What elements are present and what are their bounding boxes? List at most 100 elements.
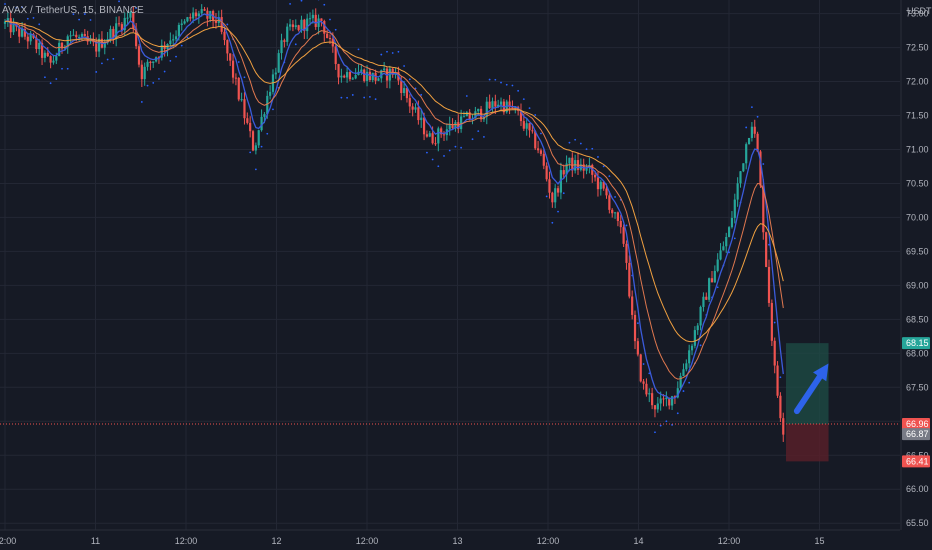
- psar-dot: [357, 48, 360, 51]
- time-tick-label: 11: [91, 536, 100, 546]
- psar-dot: [254, 168, 257, 171]
- price-tick-label: 69.00: [906, 280, 929, 290]
- candle-body: [727, 227, 731, 237]
- candle-body: [320, 18, 323, 21]
- psar-dot: [323, 3, 326, 6]
- candle-body: [126, 17, 129, 19]
- psar-dot: [431, 158, 434, 161]
- candle-body: [129, 12, 132, 18]
- candle-body: [408, 98, 411, 107]
- candle-body: [534, 131, 537, 149]
- psar-dot: [642, 363, 645, 365]
- candle-body: [132, 12, 135, 29]
- price-badge-label: 66.41: [906, 456, 929, 466]
- candle-body: [454, 122, 457, 129]
- price-badge-label: 66.87: [906, 429, 929, 439]
- price-tick-label: 72.00: [906, 77, 929, 87]
- psar-dot: [391, 52, 394, 54]
- price-badge: [902, 418, 930, 430]
- candle-body: [739, 171, 742, 184]
- candle-body: [35, 37, 38, 50]
- psar-dot: [557, 210, 559, 213]
- candle-body: [194, 12, 198, 17]
- psar-dot: [15, 6, 18, 9]
- psar-dot: [180, 44, 183, 47]
- candle-body: [776, 365, 779, 396]
- candle-body: [180, 23, 183, 25]
- candle-body: [594, 174, 597, 178]
- candle-body: [354, 75, 357, 79]
- price-tick-label: 70.50: [906, 178, 929, 188]
- psar-dot: [716, 286, 719, 289]
- candle-body: [782, 418, 785, 435]
- candle-body: [303, 19, 306, 32]
- candle-body: [767, 266, 771, 303]
- candle-body: [363, 69, 366, 81]
- time-axis[interactable]: 12:00 11 12:00 12 12:00 13 12:00 14 12:00 15: [0, 536, 825, 546]
- psar-dot: [38, 23, 41, 26]
- psar-dot: [659, 424, 662, 427]
- psar-dot: [83, 13, 86, 15]
- psar-dot: [682, 390, 685, 392]
- overlays: [0, 363, 900, 425]
- candle-body: [770, 302, 773, 341]
- candle-body: [422, 117, 426, 135]
- psar-dot: [403, 65, 406, 67]
- psar-dot: [175, 55, 177, 58]
- candle-body: [542, 153, 545, 166]
- price-axis[interactable]: 73.00 72.50 72.00 71.50 71.00 70.50 70.00 69.50…: [902, 9, 930, 529]
- candle-body: [254, 145, 257, 151]
- psar-dot: [78, 18, 81, 21]
- time-tick-label: 12: [271, 536, 281, 546]
- candle-body: [525, 123, 528, 129]
- psar-dot: [112, 57, 115, 60]
- candle-body: [705, 296, 708, 300]
- candle-body: [72, 34, 75, 36]
- candle-body: [163, 45, 166, 50]
- candle-body: [688, 350, 691, 364]
- candle-body: [451, 124, 454, 129]
- candle-body: [226, 40, 229, 54]
- psar-dot: [163, 70, 166, 73]
- candle-body: [209, 11, 212, 19]
- candle-body: [326, 33, 329, 38]
- candle-body: [146, 61, 149, 67]
- candle-body: [725, 236, 728, 247]
- candle-body: [237, 78, 240, 100]
- candle-body: [334, 46, 337, 65]
- price-tick-label: 73.00: [906, 9, 929, 19]
- candle-body: [174, 36, 178, 40]
- profit-target-zone: [786, 343, 829, 424]
- candle-body: [405, 88, 409, 99]
- candle-body: [602, 181, 605, 189]
- candle-body: [172, 39, 175, 41]
- psar-dot: [733, 237, 736, 240]
- candle-body: [286, 26, 289, 42]
- psar-dot: [454, 145, 457, 148]
- candle-body: [625, 243, 628, 263]
- candle-body: [565, 163, 568, 175]
- candle-body: [317, 18, 320, 27]
- trend-arrow-shaft: [793, 373, 823, 415]
- psar-dot: [471, 138, 474, 141]
- candle-body: [340, 75, 343, 78]
- candle-body: [411, 106, 414, 110]
- candle-body: [377, 78, 380, 81]
- candle-body: [682, 369, 685, 376]
- psar-dot: [585, 148, 588, 151]
- candle-body: [263, 114, 266, 117]
- time-tick-label: 12:00: [356, 536, 379, 546]
- candle-body: [722, 246, 725, 251]
- candle-body: [294, 25, 297, 28]
- candle-body: [246, 118, 249, 123]
- candle-body: [220, 17, 223, 32]
- psar-dot: [226, 23, 229, 26]
- psar-dot: [334, 28, 337, 31]
- symbol-title: AVAX / TetherUS, 15, BINANCE: [2, 5, 144, 16]
- psar-dot: [534, 114, 537, 116]
- time-tick-label: 12:00: [0, 536, 16, 546]
- candle-body: [679, 375, 682, 389]
- time-tick-label: 14: [633, 536, 643, 546]
